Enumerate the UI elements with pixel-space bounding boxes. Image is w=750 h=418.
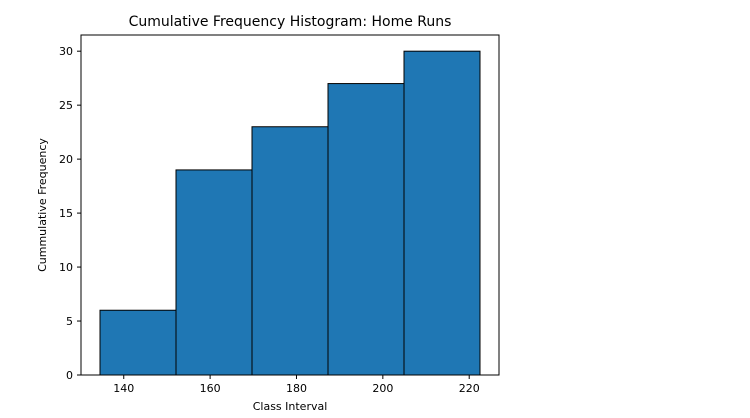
y-tick-label-6: 25 [59,99,73,112]
chart-title: Cumulative Frequency Histogram: Home Run… [129,14,452,30]
y-tick-label-2: 5 [66,315,73,328]
y-axis-ticks: 0 5 10 15 20 25 30 [59,45,81,382]
x-tick-label-2: 160 [200,382,221,395]
x-axis-label: Class Interval [253,400,328,413]
x-tick-label-5: 220 [459,382,480,395]
bars-group [99,50,481,376]
y-tick-label-5: 20 [59,153,73,166]
y-tick-label-3: 10 [59,261,73,274]
y-axis-label: Cummulative Frequency [36,138,49,272]
histogram-bar-3 [251,126,329,376]
y-tick-label-7: 30 [59,45,73,58]
histogram-bar-5 [403,50,481,376]
histogram-bar-2 [175,169,253,376]
x-axis-ticks: 140 160 180 200 220 [113,375,480,395]
x-tick-label-1: 140 [113,382,134,395]
y-tick-label-4: 15 [59,207,73,220]
y-tick-label-1: 0 [66,369,73,382]
histogram-bar-4 [327,83,405,376]
x-tick-label-4: 200 [372,382,393,395]
x-tick-label-3: 180 [286,382,307,395]
plot-frame [80,34,500,376]
histogram-bar-1 [99,309,177,376]
